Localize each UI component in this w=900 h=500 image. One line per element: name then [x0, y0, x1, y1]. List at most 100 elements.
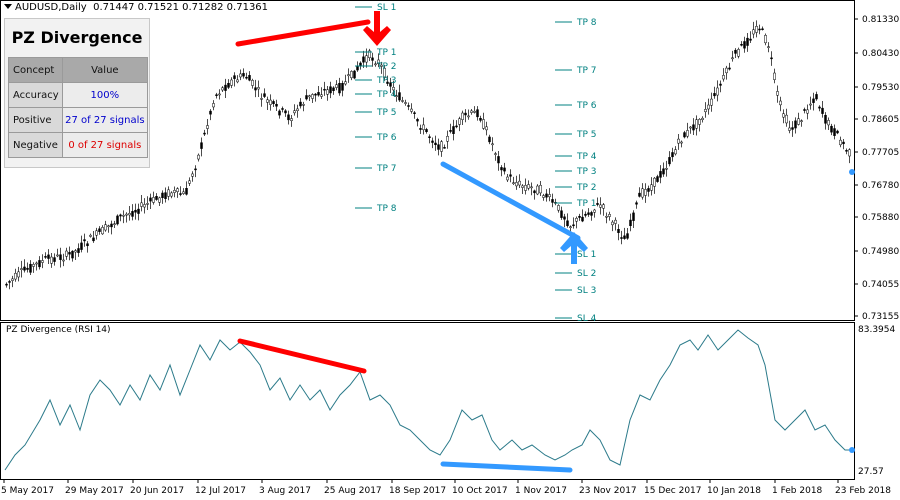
candle-body [785, 114, 788, 124]
candle-body [596, 203, 599, 205]
candle-body [221, 87, 224, 91]
candle-body [614, 219, 617, 224]
time-tick-label: 29 May 2017 [65, 486, 124, 496]
candle-body [482, 119, 485, 129]
row-concept: Positive [8, 107, 63, 133]
candle-body [680, 141, 683, 144]
candle-body [44, 256, 47, 258]
candle-body [245, 76, 248, 79]
candle-body [323, 88, 326, 91]
level-label: TP 2 [576, 183, 597, 193]
candle-body [146, 203, 149, 205]
candle-body [449, 130, 452, 132]
candle-body [800, 120, 803, 122]
candle-body [617, 229, 620, 233]
candle-body [212, 103, 215, 108]
candle-body [203, 132, 206, 135]
candle-body [38, 260, 41, 268]
candle-body [293, 110, 296, 114]
candle-body [593, 209, 596, 213]
level-label: SL 3 [577, 286, 596, 296]
candle-body [545, 193, 548, 198]
time-tick-label: 10 Oct 2017 [452, 486, 508, 496]
candle-body [707, 104, 710, 110]
candle-body [824, 114, 827, 124]
candle-body [65, 250, 68, 257]
candle-body [398, 92, 401, 101]
candle-body [599, 204, 602, 208]
candle-body [569, 226, 572, 228]
candle-body [764, 35, 767, 44]
candle-body [536, 185, 539, 195]
candle-body [704, 109, 707, 113]
candle-body [635, 202, 638, 205]
candle-body [56, 254, 59, 257]
candle-body [752, 29, 755, 35]
candle-body [215, 94, 218, 96]
candle-body [410, 108, 413, 112]
level-label: TP 6 [376, 133, 397, 143]
candle-body [269, 99, 272, 105]
candle-body [779, 100, 782, 106]
price-tick-label: 0.77705 [862, 148, 899, 158]
candle-body [479, 117, 482, 121]
time-tick-label: 10 Jan 2018 [707, 486, 761, 496]
candle-body [713, 93, 716, 97]
candle-body [302, 104, 305, 106]
table-row: Positive 27 of 27 signals [8, 107, 149, 133]
candle-body [737, 49, 740, 57]
price-tick-label: 0.80430 [862, 49, 899, 59]
candle-body [170, 192, 173, 197]
menu-triangle-icon[interactable] [4, 4, 12, 9]
candle-body [821, 107, 824, 114]
table-header-row: Concept Value [8, 57, 149, 83]
candle-body [311, 94, 314, 99]
candle-body [734, 49, 737, 54]
candle-body [515, 182, 518, 187]
candle-body [23, 266, 26, 271]
candle-body [194, 168, 197, 171]
candle-body [338, 82, 341, 94]
time-tick-label: 15 Dec 2017 [644, 486, 702, 496]
candle-body [605, 215, 608, 218]
time-tick-label: 5 May 2017 [1, 486, 54, 496]
candle-body [671, 152, 674, 158]
candle-body [842, 141, 845, 145]
candle-body [362, 56, 365, 63]
candle-body [455, 125, 458, 128]
indicator-label: PZ Divergence (RSI 14) [6, 325, 111, 335]
candle-body [560, 210, 563, 218]
candle-body [806, 109, 809, 114]
candle-body [644, 189, 647, 196]
candle-body [518, 180, 521, 186]
candle-body [770, 57, 773, 60]
candle-body [128, 213, 131, 216]
candle-body [467, 115, 470, 118]
level-label: TP 2 [376, 62, 397, 72]
row-value: 100% [61, 82, 149, 108]
time-tick-label: 1 Nov 2017 [515, 486, 567, 496]
candle-body [608, 214, 611, 217]
candle-body [677, 138, 680, 144]
candle-body [368, 50, 371, 58]
candle-body [488, 136, 491, 143]
time-tick-label: 3 Aug 2017 [259, 486, 311, 496]
candle-body [59, 254, 62, 260]
candle-body [659, 171, 662, 178]
candle-body [380, 64, 383, 67]
candle-body [683, 132, 686, 138]
price-tick-label: 0.81330 [862, 15, 899, 25]
candle-body [308, 95, 311, 98]
candle-body [758, 28, 761, 31]
candle-body [365, 55, 368, 63]
candle-body [791, 127, 794, 130]
candle-body [446, 135, 449, 142]
price-tick-label: 0.74055 [862, 280, 899, 290]
level-label: TP 4 [576, 152, 597, 162]
divergence-lines [235, 11, 588, 473]
candle-body [125, 213, 128, 216]
candle-body [782, 113, 785, 118]
candle-body [353, 70, 356, 79]
candle-body [86, 243, 89, 247]
